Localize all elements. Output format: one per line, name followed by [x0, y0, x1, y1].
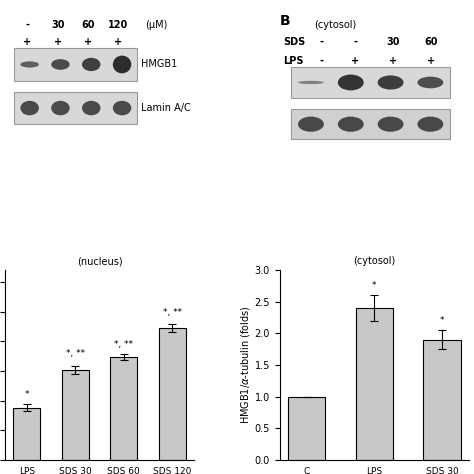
Text: +: + [23, 37, 32, 47]
Text: 120: 120 [109, 20, 128, 30]
Ellipse shape [298, 117, 324, 132]
Text: (nucleus): (nucleus) [77, 256, 122, 266]
Ellipse shape [338, 117, 364, 132]
Text: B: B [280, 14, 290, 28]
Text: 30: 30 [387, 37, 400, 47]
Text: 30: 30 [51, 20, 64, 30]
Text: +: + [351, 56, 360, 66]
Ellipse shape [378, 117, 403, 132]
Bar [62, 370, 89, 460]
Bar [159, 328, 186, 460]
Text: *, **: *, ** [66, 349, 85, 358]
Text: *, **: *, ** [163, 308, 182, 317]
FancyBboxPatch shape [291, 109, 450, 139]
FancyBboxPatch shape [291, 67, 450, 98]
Text: Lamin A/C: Lamin A/C [141, 103, 191, 113]
Text: +: + [389, 56, 398, 66]
Ellipse shape [298, 81, 324, 84]
Ellipse shape [20, 101, 39, 115]
Bar [288, 397, 326, 460]
Y-axis label: HMGB1/$\alpha$-tubulin (folds): HMGB1/$\alpha$-tubulin (folds) [239, 306, 252, 424]
Ellipse shape [113, 55, 131, 73]
Text: *, **: *, ** [114, 340, 133, 349]
Bar [13, 408, 40, 460]
FancyBboxPatch shape [14, 92, 137, 124]
Text: HMGB1: HMGB1 [141, 59, 177, 70]
Ellipse shape [418, 77, 443, 88]
Text: *: * [25, 390, 29, 399]
Text: (μM): (μM) [145, 20, 167, 30]
Ellipse shape [113, 101, 131, 115]
Ellipse shape [378, 75, 403, 90]
Ellipse shape [82, 101, 100, 115]
Text: -: - [319, 56, 323, 66]
Text: -: - [26, 20, 29, 30]
Ellipse shape [20, 61, 39, 68]
Ellipse shape [51, 101, 70, 115]
Text: LPS: LPS [283, 56, 304, 66]
Bar [356, 308, 393, 460]
Text: +: + [84, 37, 92, 47]
Text: 60: 60 [82, 20, 95, 30]
Text: +: + [114, 37, 123, 47]
Text: +: + [427, 56, 436, 66]
Bar [423, 340, 461, 460]
Text: *: * [440, 316, 444, 325]
Text: 60: 60 [425, 37, 438, 47]
Bar [110, 357, 137, 460]
Text: +: + [54, 37, 62, 47]
Text: (cytosol): (cytosol) [353, 256, 396, 266]
Text: *: * [372, 282, 377, 291]
FancyBboxPatch shape [14, 48, 137, 81]
Ellipse shape [51, 59, 70, 70]
Text: (cytosol): (cytosol) [314, 20, 356, 30]
Text: SDS: SDS [283, 37, 306, 47]
Ellipse shape [418, 117, 443, 132]
Ellipse shape [82, 58, 100, 71]
Ellipse shape [338, 74, 364, 91]
Text: -: - [354, 37, 357, 47]
Text: -: - [319, 37, 323, 47]
